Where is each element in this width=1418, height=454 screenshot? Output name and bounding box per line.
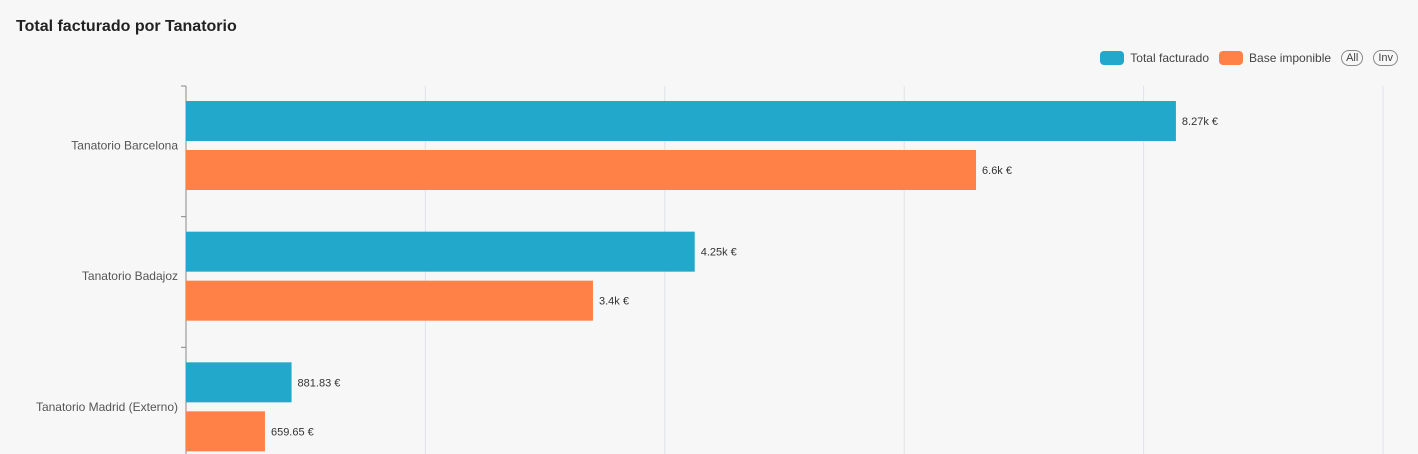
data-label: 3.4k € [599, 296, 629, 308]
bar-base-imponible [186, 150, 977, 190]
bar-base-imponible [186, 280, 593, 321]
data-label: 6.6k € [982, 165, 1012, 177]
legend-swatch-total [1100, 51, 1125, 65]
bar-total-facturado [186, 362, 292, 403]
legend-item-base-imponible[interactable]: Base imponible [1219, 51, 1331, 65]
bar-total-facturado [186, 101, 1176, 141]
bar-base-imponible [186, 411, 265, 452]
legend-inv-button[interactable]: Inv [1373, 50, 1398, 66]
legend-label-total: Total facturado [1130, 51, 1210, 65]
category-label: Tanatorio Madrid (Externo) [36, 400, 178, 414]
data-label: 8.27k € [1182, 116, 1218, 128]
category-label: Tanatorio Barcelona [71, 139, 178, 153]
legend: Total facturado Base imponible All Inv [1100, 50, 1398, 66]
legend-all-button[interactable]: All [1341, 50, 1364, 66]
legend-label-base: Base imponible [1249, 51, 1332, 65]
bar-total-facturado [186, 231, 695, 272]
data-label: 4.25k € [701, 247, 737, 259]
data-label: 659.65 € [271, 426, 314, 438]
legend-swatch-base [1219, 51, 1244, 65]
legend-item-total-facturado[interactable]: Total facturado [1100, 51, 1209, 65]
chart-title: Total facturado por Tanatorio [16, 18, 237, 35]
data-label: 881.83 € [298, 377, 341, 389]
category-label: Tanatorio Badajoz [82, 269, 178, 283]
